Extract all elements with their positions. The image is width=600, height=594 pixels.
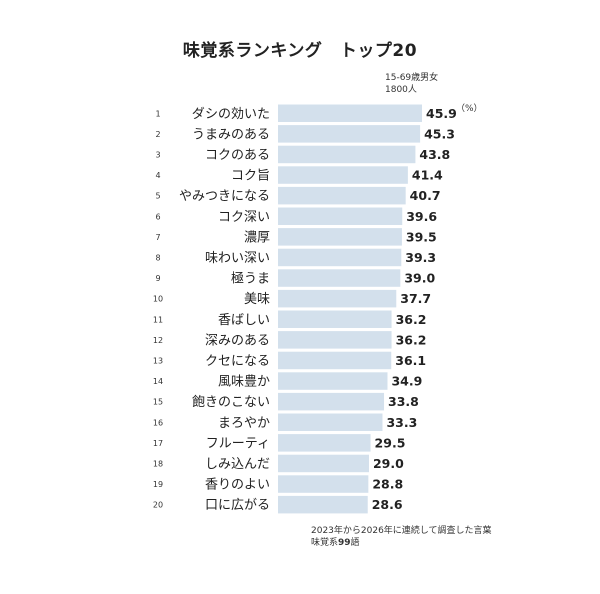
category-label: 口に広がる	[205, 498, 270, 513]
value-label: 28.6	[372, 497, 403, 512]
value-label: 36.2	[396, 332, 427, 347]
category-label: コクのある	[205, 148, 270, 163]
bar	[278, 392, 385, 411]
category-label: コク深い	[218, 210, 270, 225]
rank-label: 14	[153, 377, 163, 386]
rank-label: 9	[155, 274, 160, 283]
bar	[278, 495, 368, 514]
value-label: 45.9	[426, 106, 457, 121]
value-label: 36.1	[395, 353, 426, 368]
category-label: うまみのある	[192, 127, 270, 142]
value-label: 39.0	[404, 271, 435, 286]
category-label: 美味	[244, 292, 270, 307]
sample-note: 15-69歳男女 1800人	[385, 72, 438, 96]
value-label: 33.8	[388, 394, 419, 409]
category-label: 濃厚	[244, 230, 270, 245]
bar	[278, 351, 392, 370]
bar	[278, 331, 392, 349]
category-label: まろやか	[218, 416, 270, 431]
value-label: 41.4	[412, 168, 443, 183]
rank-label: 3	[155, 150, 160, 159]
bar	[278, 125, 421, 143]
rank-label: 13	[153, 356, 163, 365]
rank-label: 20	[153, 501, 163, 510]
value-label: 45.3	[424, 126, 455, 141]
value-label: 29.0	[373, 456, 404, 471]
category-label: 極うま	[231, 271, 270, 287]
sample-note-age: 15-69歳男女	[385, 73, 439, 83]
value-label: 39.6	[406, 209, 437, 224]
category-label: クセになる	[205, 354, 270, 369]
rank-label: 4	[155, 171, 160, 180]
rank-label: 12	[153, 336, 163, 345]
bar	[278, 475, 369, 493]
bar	[278, 413, 383, 431]
bar	[278, 310, 392, 328]
rank-label: 11	[153, 315, 163, 324]
category-label: フルーティ	[206, 436, 270, 451]
rank-label: 8	[155, 253, 160, 262]
footnote: 2023年から2026年に連続して調査した言葉 味覚系99語	[311, 525, 492, 549]
rank-label: 1	[155, 109, 160, 118]
category-label: しみ込んだ	[205, 457, 270, 472]
rank-label: 17	[153, 439, 163, 448]
rank-label: 6	[155, 212, 160, 221]
value-label: 28.8	[372, 477, 403, 492]
category-label: ダシの効いた	[192, 107, 270, 122]
bar	[278, 269, 401, 287]
rank-label: 10	[153, 295, 163, 304]
bar	[278, 434, 371, 452]
footnote-line2: 味覚系99語	[311, 537, 492, 549]
bar	[278, 454, 369, 473]
rank-label: 5	[155, 192, 160, 201]
value-label: 37.7	[400, 291, 431, 306]
category-label: 風味豊か	[218, 375, 270, 390]
category-label: 香ばしい	[218, 313, 270, 328]
bar	[278, 228, 402, 246]
footnote-prefix: 味覚系	[311, 538, 339, 548]
bar	[278, 104, 422, 122]
footnote-suffix: 語	[350, 538, 360, 548]
rank-label: 19	[153, 480, 163, 489]
bar	[278, 186, 406, 205]
bar	[278, 207, 403, 225]
category-label: 香りのよい	[205, 478, 270, 493]
value-label: 43.8	[419, 147, 450, 162]
rank-label: 2	[155, 130, 160, 139]
sample-note-count: 1800人	[385, 85, 417, 95]
value-label: 29.5	[375, 435, 406, 450]
category-label: コク旨	[231, 169, 270, 184]
bar	[278, 289, 397, 308]
unit-label: （%）	[456, 104, 483, 114]
rank-label: 16	[153, 418, 163, 427]
bar	[278, 166, 408, 184]
bar	[278, 372, 388, 390]
category-label: 味わい深い	[205, 251, 270, 266]
chart-title: 味覚系ランキング トップ20	[182, 41, 418, 61]
footnote-line1: 2023年から2026年に連続して調査した言葉	[311, 526, 492, 536]
category-label: やみつきになる	[179, 189, 270, 204]
value-label: 33.3	[386, 415, 417, 430]
rank-label: 15	[153, 398, 163, 407]
value-label: 36.2	[396, 312, 427, 327]
value-label: 40.7	[410, 188, 441, 203]
category-label: 深みのある	[205, 333, 270, 348]
bar	[278, 145, 416, 164]
rank-label: 7	[155, 233, 160, 242]
value-label: 34.9	[391, 374, 422, 389]
value-label: 39.3	[405, 250, 436, 265]
footnote-count: 99	[338, 538, 351, 548]
value-label: 39.5	[406, 229, 437, 244]
rank-label: 18	[153, 459, 163, 468]
bar	[278, 248, 402, 267]
category-label: 飽きのこない	[192, 395, 270, 410]
